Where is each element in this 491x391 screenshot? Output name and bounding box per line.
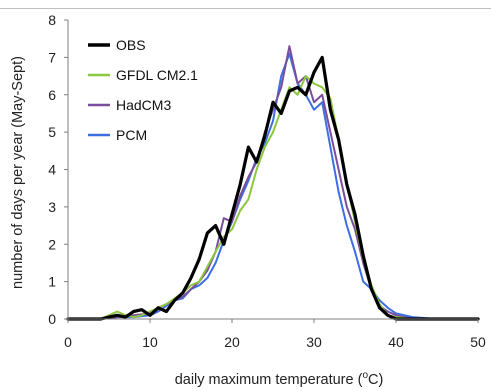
x-tick-label: 20 (224, 334, 240, 350)
legend-label-obs: OBS (116, 37, 146, 53)
y-tick-label: 3 (48, 199, 56, 215)
y-ticks: 0 1 2 3 4 5 6 7 8 (48, 12, 68, 327)
series-line-obs (66, 55, 480, 321)
y-tick-label: 6 (48, 87, 56, 103)
top-divider (0, 8, 491, 9)
x-axis-title-main: daily maximum temperature ( (175, 372, 363, 388)
y-tick-label: 0 (48, 311, 56, 327)
plot-lines (66, 45, 480, 321)
y-tick-label: 2 (48, 236, 56, 252)
y-tick-label: 1 (48, 274, 56, 290)
legend-label-gfdl-cm2-1: GFDL CM2.1 (116, 67, 198, 83)
legend-label-hadcm3: HadCM3 (116, 97, 171, 113)
axes (67, 20, 478, 320)
series-line-hadcm3 (67, 45, 479, 320)
series-line-pcm (67, 52, 479, 320)
x-tick-label: 40 (388, 334, 404, 350)
x-tick-label: 50 (470, 334, 486, 350)
legend: OBS GFDL CM2.1 HadCM3 PCM (88, 37, 198, 143)
y-tick-label: 4 (48, 162, 56, 178)
x-tick-label: 0 (64, 334, 72, 350)
x-tick-label: 10 (142, 334, 158, 350)
x-axis-title-tail: C) (368, 372, 383, 388)
x-axis-title-superscript: o (362, 370, 368, 381)
x-ticks: 0 10 20 30 40 50 (64, 319, 486, 350)
y-tick-label: 7 (48, 49, 56, 65)
y-axis-title: number of days per year (May-Sept) (10, 56, 26, 289)
x-tick-label: 30 (306, 334, 322, 350)
y-tick-label: 8 (48, 12, 56, 28)
y-tick-label: 5 (48, 124, 56, 140)
legend-label-pcm: PCM (116, 127, 147, 143)
x-axis-title: daily maximum temperature (oC) (175, 370, 384, 388)
